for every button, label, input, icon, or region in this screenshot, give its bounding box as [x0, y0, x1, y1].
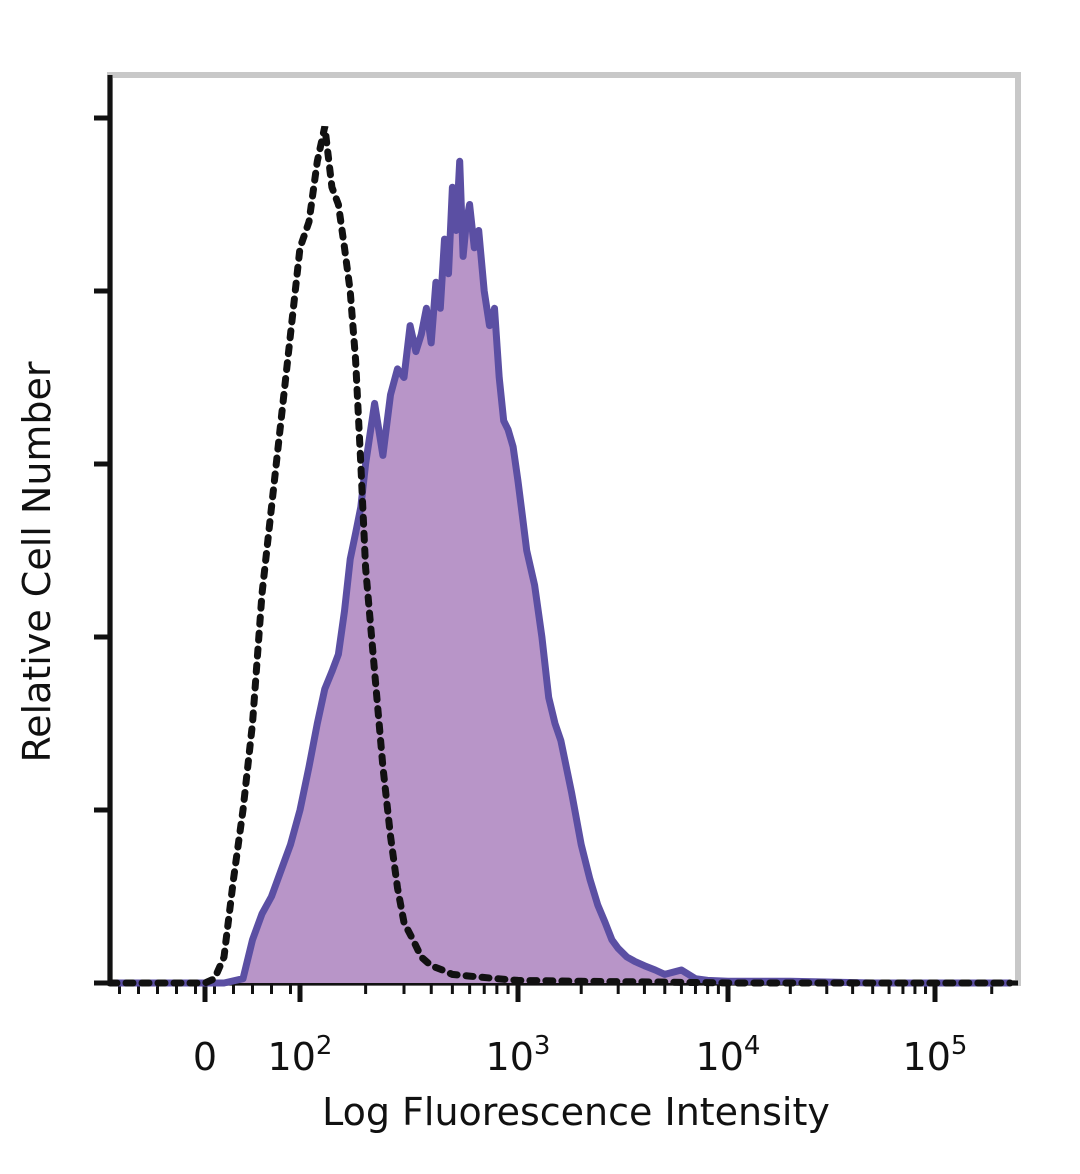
series-layer: [106, 125, 1014, 987]
stained-histogram-line: [110, 157, 1010, 987]
x-tick-label-0: 0: [193, 1035, 217, 1079]
stained-histogram-fill: [110, 161, 1010, 984]
x-tick-label-1: 102: [268, 1031, 333, 1079]
control-histogram-line: [106, 125, 1014, 987]
x-axis-label: Log Fluorescence Intensity: [322, 1090, 830, 1134]
x-tick-label-4: 105: [903, 1031, 968, 1079]
x-tick-labels: 0 102 103 104 105: [193, 1031, 968, 1079]
x-tick-label-3: 104: [696, 1031, 761, 1079]
y-axis-label: Relative Cell Number: [15, 361, 59, 762]
x-tick-label-2: 103: [486, 1031, 551, 1079]
